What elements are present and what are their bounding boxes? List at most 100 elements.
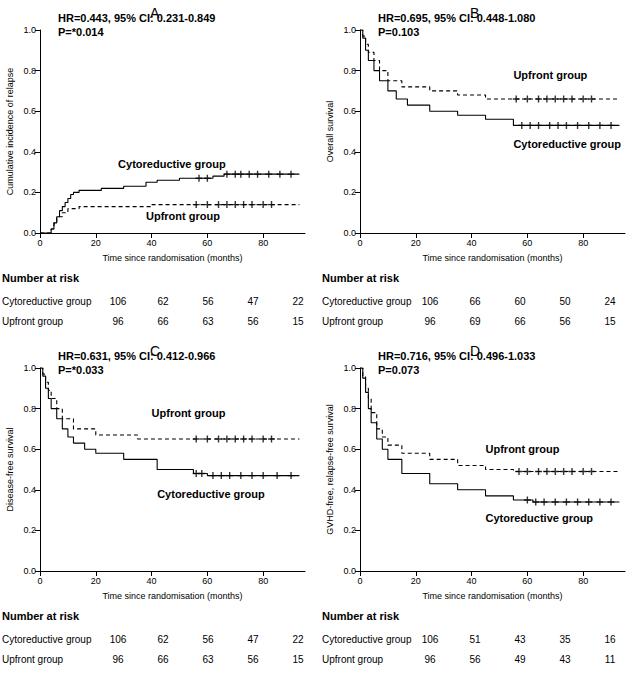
svg-text:106: 106 [422,296,439,307]
svg-text:22: 22 [292,634,304,645]
svg-text:0.8: 0.8 [23,404,36,414]
svg-text:0.0: 0.0 [23,566,36,576]
svg-text:60: 60 [522,576,532,586]
svg-text:0.2: 0.2 [343,187,356,197]
svg-text:60: 60 [202,576,212,586]
svg-text:20: 20 [91,238,101,248]
svg-text:HR=0.716, 95% CI: 0.496-1.033: HR=0.716, 95% CI: 0.496-1.033 [378,350,535,362]
svg-text:15: 15 [292,316,304,327]
svg-text:56: 56 [559,316,571,327]
svg-text:66: 66 [514,316,526,327]
svg-text:80: 80 [258,576,268,586]
svg-text:Time since randomisation (mont: Time since randomisation (months) [422,253,562,263]
svg-text:HR=0.695, 95% CI: 0.448-1.080: HR=0.695, 95% CI: 0.448-1.080 [378,12,535,24]
svg-text:0.0: 0.0 [23,228,36,238]
svg-text:0.6: 0.6 [343,444,356,454]
svg-text:Number at risk: Number at risk [2,610,80,622]
svg-text:60: 60 [514,296,526,307]
svg-text:GVHD-free, relapse-free surviv: GVHD-free, relapse-free survival [325,404,335,535]
svg-text:0.4: 0.4 [23,147,36,157]
svg-text:24: 24 [604,296,616,307]
svg-text:20: 20 [411,576,421,586]
svg-text:80: 80 [578,238,588,248]
svg-text:0.8: 0.8 [343,404,356,414]
svg-text:Upfront group: Upfront group [152,407,226,419]
svg-text:56: 56 [202,296,214,307]
svg-text:16: 16 [604,634,616,645]
svg-text:HR=0.443, 95% CI: 0.231-0.849: HR=0.443, 95% CI: 0.231-0.849 [58,12,215,24]
svg-text:0.4: 0.4 [343,147,356,157]
svg-text:P=0.073: P=0.073 [378,364,419,376]
svg-text:106: 106 [110,296,127,307]
svg-text:62: 62 [157,634,169,645]
svg-text:Cytoreductive group: Cytoreductive group [157,488,265,500]
svg-text:0.6: 0.6 [23,106,36,116]
svg-text:96: 96 [424,316,436,327]
svg-text:1.0: 1.0 [343,363,356,373]
svg-text:0.6: 0.6 [343,106,356,116]
svg-text:69: 69 [469,316,481,327]
svg-text:40: 40 [467,238,477,248]
svg-text:80: 80 [258,238,268,248]
svg-text:0: 0 [37,238,42,248]
svg-text:Cytoreductive group: Cytoreductive group [2,296,92,307]
svg-text:0: 0 [357,238,362,248]
svg-text:15: 15 [292,654,304,665]
svg-text:66: 66 [469,296,481,307]
svg-text:Number at risk: Number at risk [322,610,400,622]
svg-text:Upfront group: Upfront group [513,69,587,81]
svg-text:Number at risk: Number at risk [322,272,400,284]
svg-text:Upfront group: Upfront group [486,443,560,455]
svg-text:Cytoreductive group: Cytoreductive group [486,512,594,524]
svg-text:80: 80 [578,576,588,586]
svg-text:47: 47 [247,296,259,307]
svg-text:15: 15 [604,316,616,327]
svg-text:96: 96 [424,654,436,665]
svg-text:0.0: 0.0 [343,228,356,238]
svg-text:106: 106 [422,634,439,645]
svg-text:Time since randomisation (mont: Time since randomisation (months) [102,591,242,601]
svg-text:Upfront group: Upfront group [322,316,384,327]
svg-text:Time since randomisation (mont: Time since randomisation (months) [422,591,562,601]
svg-text:Upfront group: Upfront group [322,654,384,665]
svg-text:0: 0 [37,576,42,586]
svg-text:43: 43 [559,654,571,665]
svg-text:0.0: 0.0 [343,566,356,576]
svg-text:60: 60 [522,238,532,248]
svg-text:22: 22 [292,296,304,307]
svg-text:Cumulative incidence of relaps: Cumulative incidence of relapse [5,68,15,196]
svg-text:1.0: 1.0 [23,363,36,373]
svg-text:63: 63 [202,316,214,327]
svg-text:20: 20 [91,576,101,586]
svg-text:Cytoreductive group: Cytoreductive group [513,138,621,150]
svg-text:43: 43 [514,634,526,645]
svg-text:96: 96 [112,316,124,327]
svg-text:P=*0.014: P=*0.014 [58,26,104,38]
svg-text:62: 62 [157,296,169,307]
svg-text:96: 96 [112,654,124,665]
svg-text:60: 60 [202,238,212,248]
svg-text:49: 49 [514,654,526,665]
svg-text:40: 40 [467,576,477,586]
svg-text:0.4: 0.4 [23,485,36,495]
svg-text:Cytoreductive group: Cytoreductive group [2,634,92,645]
svg-text:56: 56 [247,654,259,665]
svg-text:40: 40 [147,238,157,248]
svg-text:0.6: 0.6 [23,444,36,454]
svg-text:35: 35 [559,634,571,645]
svg-text:0.4: 0.4 [343,485,356,495]
svg-text:Time since randomisation (mont: Time since randomisation (months) [102,253,242,263]
svg-text:47: 47 [247,634,259,645]
svg-text:1.0: 1.0 [23,25,36,35]
svg-text:0.2: 0.2 [23,525,36,535]
svg-text:Overall survival: Overall survival [325,101,335,163]
svg-text:P=*0.033: P=*0.033 [58,364,104,376]
svg-text:Cytoreductive group: Cytoreductive group [118,158,226,170]
svg-text:51: 51 [469,634,481,645]
svg-text:Number at risk: Number at risk [2,272,80,284]
svg-text:0.8: 0.8 [343,66,356,76]
svg-text:66: 66 [157,654,169,665]
svg-text:Upfront group: Upfront group [2,654,64,665]
svg-text:HR=0.631, 95% CI: 0.412-0.966: HR=0.631, 95% CI: 0.412-0.966 [58,350,215,362]
svg-text:20: 20 [411,238,421,248]
